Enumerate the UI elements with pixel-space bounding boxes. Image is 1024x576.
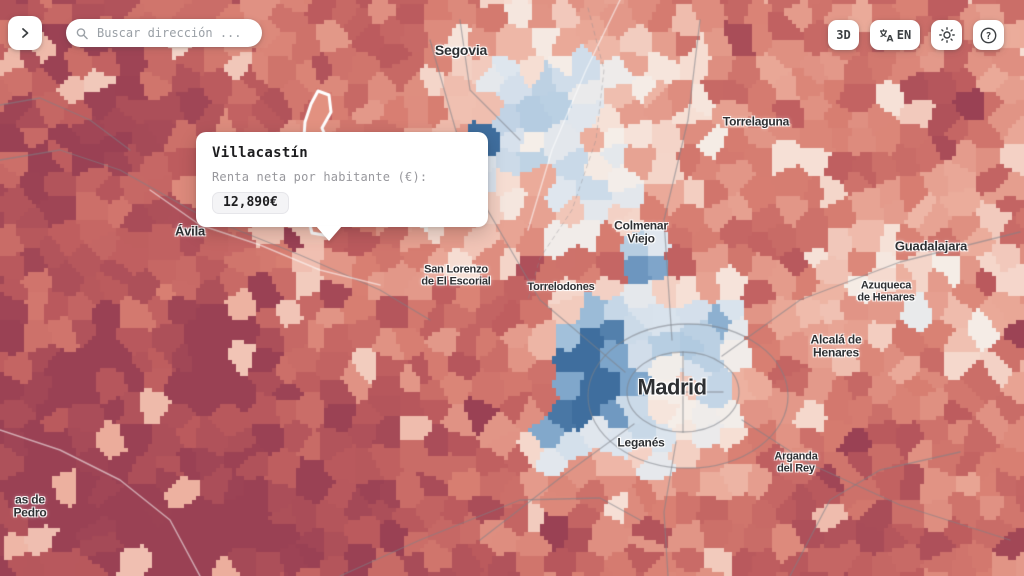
svg-text:?: ?	[986, 31, 992, 42]
search-icon	[76, 27, 88, 39]
help-icon: ?	[980, 27, 997, 43]
search-input[interactable]	[95, 25, 252, 41]
map-tooltip: Villacastín Renta neta por habitante (€)…	[196, 132, 488, 241]
view-3d-button[interactable]: 3D	[828, 20, 859, 50]
brightness-icon	[938, 27, 955, 43]
language-label: EN	[896, 28, 912, 42]
tooltip-value-badge: 12,890€	[212, 192, 289, 214]
tooltip-metric-label: Renta neta por habitante (€):	[212, 170, 428, 184]
tooltip-pointer	[316, 226, 342, 241]
svg-text:A: A	[886, 34, 893, 42]
tooltip-title: Villacastín	[212, 145, 309, 161]
sidebar-toggle-button[interactable]	[8, 16, 42, 50]
translate-icon: A	[879, 29, 893, 42]
help-button[interactable]: ?	[973, 20, 1004, 50]
search-bar[interactable]	[66, 19, 262, 47]
chevron-right-icon	[22, 28, 29, 38]
toolbar: 3D A EN ?	[828, 20, 1004, 50]
brightness-button[interactable]	[931, 20, 962, 50]
language-button[interactable]: A EN	[870, 20, 920, 50]
